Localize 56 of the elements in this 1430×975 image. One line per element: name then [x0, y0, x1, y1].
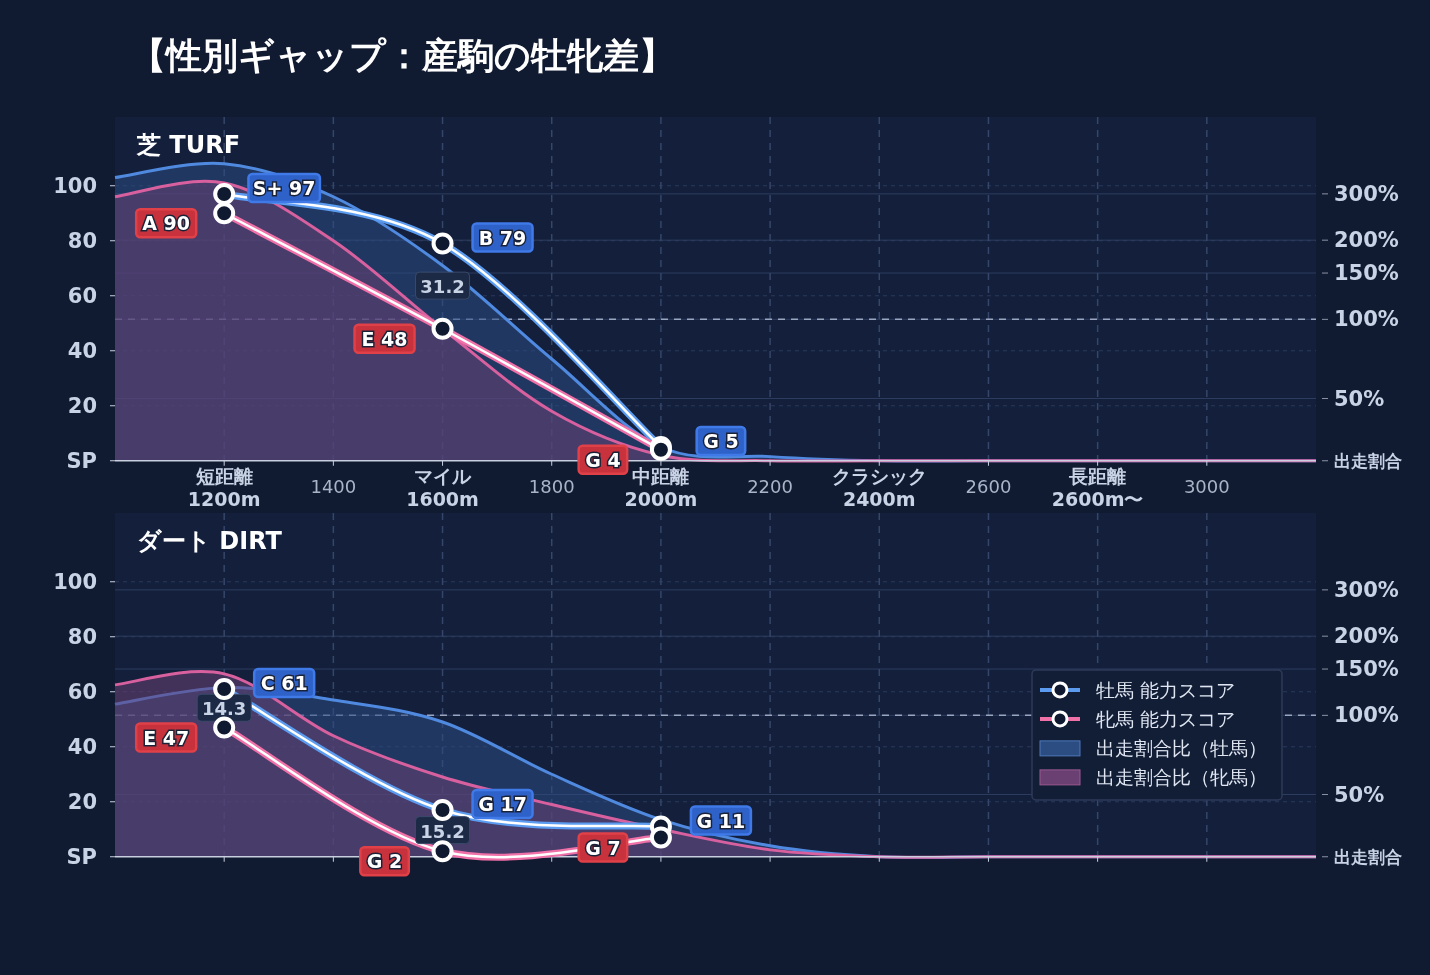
chart-title: 【性別ギャップ：産駒の牡牝差】	[130, 35, 675, 76]
data-label: S+ 97	[252, 177, 316, 199]
data-label: E 47	[143, 726, 190, 749]
y-tick-label: 40	[67, 734, 97, 759]
x-tick-label: 中距離 2000m	[624, 464, 698, 510]
x-tick-label: 短距離 1200m	[187, 464, 261, 510]
y2-tick-label: 300%	[1334, 577, 1399, 602]
y-tick-label: 100	[53, 173, 97, 198]
data-label: G 5	[703, 430, 739, 452]
data-label: G 2	[366, 850, 403, 873]
y-tick-label: 80	[67, 228, 97, 253]
x-tick-label: 2200	[747, 475, 793, 497]
legend-label: 出走割合比（牡馬）	[1096, 736, 1267, 759]
text: 芝 TURF	[136, 131, 241, 159]
y-tick-label: 20	[67, 393, 97, 418]
data-label: C 61	[260, 672, 308, 694]
y-tick-label: 40	[67, 338, 97, 363]
y2-tick-label: 100%	[1334, 703, 1399, 728]
x-tick-label: マイル 1600m	[406, 464, 479, 510]
legend-label: 牡馬 能力スコア	[1096, 678, 1236, 701]
y2-axis-title: 出走割合	[1334, 846, 1402, 867]
y2-tick-label: 100%	[1334, 307, 1399, 332]
data-label: G 7	[585, 836, 621, 859]
x-tick-label: 1400	[310, 475, 357, 497]
y2-tick-label: 200%	[1334, 228, 1399, 253]
text: ダート DIRT	[137, 527, 283, 555]
y2-tick-label: 150%	[1334, 261, 1399, 286]
x-tick-label: 3000	[1183, 475, 1230, 497]
legend-label: 牝馬 能力スコア	[1096, 707, 1236, 730]
annotation: 15.2	[420, 820, 465, 842]
annotation: 31.2	[420, 276, 465, 298]
y2-tick-label: 50%	[1334, 782, 1385, 807]
y2-tick-label: 150%	[1334, 657, 1399, 682]
data-label: E 48	[361, 327, 408, 350]
annotation: 14.3	[201, 698, 247, 720]
y2-tick-label: 200%	[1334, 624, 1399, 649]
y2-axis-title: 出走割合	[1334, 450, 1402, 471]
x-tick-label: クラシック 2400m	[831, 464, 927, 510]
x-tick-label: 1800	[528, 475, 575, 497]
data-label: G 11	[696, 809, 746, 832]
y-tick-label: 80	[67, 624, 97, 649]
y2-tick-label: 50%	[1334, 386, 1385, 411]
y-tick-label: SP	[66, 448, 97, 473]
data-label: G 4	[585, 448, 621, 471]
data-label: B 79	[478, 226, 527, 249]
y-tick-label: 60	[67, 679, 97, 704]
y-tick-label: 100	[53, 569, 97, 594]
y-tick-label: 20	[67, 789, 97, 814]
x-tick-label: 2600	[965, 475, 1012, 497]
x-tick-label: 長距離 2600m〜	[1051, 464, 1144, 510]
y-tick-label: SP	[66, 844, 97, 869]
legend-label: 出走割合比（牝馬）	[1096, 765, 1267, 788]
data-label: A 90	[142, 212, 191, 235]
data-label: G 17	[478, 793, 527, 815]
y2-tick-label: 300%	[1334, 181, 1399, 206]
y-tick-label: 60	[67, 283, 97, 308]
